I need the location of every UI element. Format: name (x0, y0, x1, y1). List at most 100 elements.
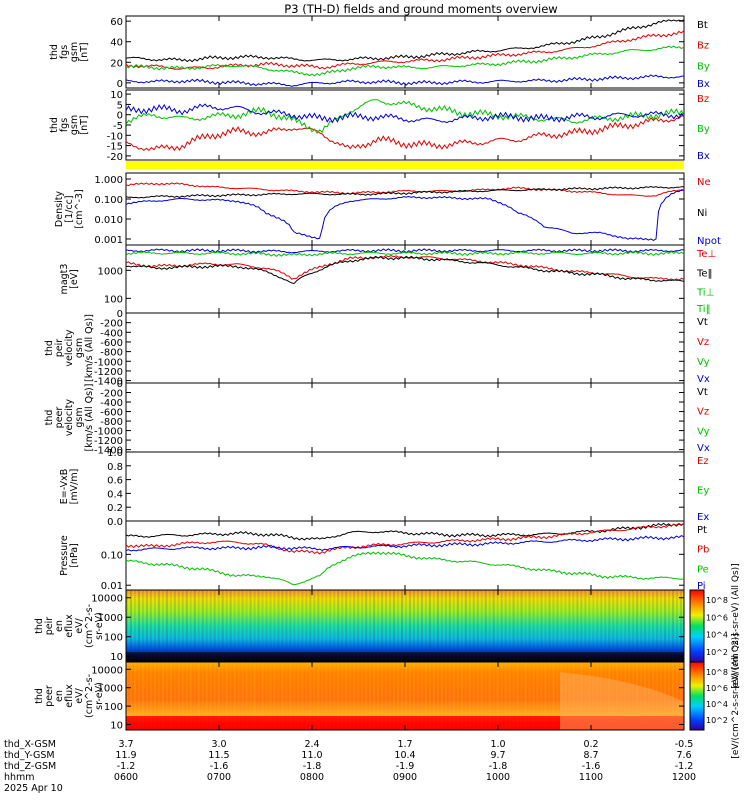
spectrogram-texture (297, 662, 300, 730)
legend-entry: Ez (697, 456, 709, 467)
spectrogram-texture (416, 590, 419, 662)
legend-entry: By (697, 61, 710, 72)
colorbar-tick-label: 10^2 (706, 716, 728, 725)
ephemeris-value: 1.0 (490, 739, 506, 750)
y-tick-label: 0 (117, 79, 123, 90)
spectrogram-texture (652, 590, 655, 662)
y-tick-label: 0.010 (94, 215, 123, 226)
spectrogram-texture (329, 662, 332, 730)
legend-entry: Vt (697, 387, 708, 398)
y-axis-label: peer (44, 685, 55, 707)
spectrogram-texture (464, 662, 467, 730)
spectrogram-texture (664, 590, 667, 662)
ephemeris-footer: thd_X-GSM thd_Y-GSM thd_Z-GSM hhmm 2025 Apr … (4, 739, 704, 799)
spectrogram-texture (668, 590, 671, 662)
y-tick-label: 0 (117, 111, 123, 122)
spectrogram-texture (241, 662, 244, 730)
ephemeris-value: 0900 (392, 772, 418, 783)
spectrogram-texture (428, 590, 431, 662)
spectrogram-texture (261, 662, 264, 730)
panel-frame (125, 451, 685, 522)
ephemeris-value: 3.0 (211, 739, 227, 750)
legend-entry: Vt (697, 317, 708, 328)
spectrogram-texture (257, 662, 260, 730)
spectrogram-texture (412, 662, 415, 730)
y-tick-label: 0.8 (107, 462, 123, 473)
legend-entry: Bt (697, 20, 708, 31)
spectrogram-texture (277, 590, 280, 662)
spectrogram-texture (317, 590, 320, 662)
spectrogram-texture (141, 662, 144, 730)
colorbar-label: [eV/(cm^2-s-sr-eV) (All Qs)] (731, 633, 741, 758)
spectrogram-texture (548, 662, 551, 730)
spectrogram-texture (405, 590, 407, 662)
spectrogram-texture (672, 662, 675, 730)
y-axis-label: velocity (64, 329, 75, 367)
panel-3: 1.000 0.100 0.010 0.001 Density [1/cc] [cm^-3]… (54, 172, 721, 247)
spectrogram-texture (241, 590, 244, 662)
y-axis-label: peer (54, 407, 65, 429)
y-tick-label: -5 (113, 121, 123, 132)
spectrogram-texture (321, 662, 324, 730)
ephemeris-value: 11.5 (208, 750, 230, 761)
spectrogram-texture (389, 662, 392, 730)
ephemeris-value: -1.2 (116, 761, 136, 772)
ephemeris-value: 9.7 (490, 750, 506, 761)
ephemeris-value: 0800 (299, 772, 325, 783)
spectrogram-texture (448, 662, 451, 730)
spectrogram-texture (385, 662, 388, 730)
y-tick-label: 0.10 (101, 550, 123, 561)
spectrogram-texture (676, 590, 679, 662)
series-line-By (125, 99, 685, 134)
y-axis-label: en (54, 690, 65, 702)
spectrogram-texture (157, 590, 160, 662)
series-line-Bx (125, 74, 684, 87)
series-line-Pe (125, 551, 685, 586)
spectrogram-texture (126, 662, 128, 730)
spectrogram-texture (281, 590, 284, 662)
y-axis-label: fgs (59, 45, 70, 59)
ephemeris-value: -1.9 (395, 761, 415, 772)
spectrogram-texture (488, 590, 491, 662)
spectrogram-texture (229, 590, 232, 662)
spectrogram-texture (552, 662, 555, 730)
panel-7: 1.0 0.8 0.6 0.4 0.2 0.0 E=-VxB [mV/m] Ez Ey Ex (59, 448, 709, 528)
series-line-Pi (125, 535, 685, 552)
y-tick-label: 100 (104, 633, 123, 644)
spectrogram-texture (632, 590, 635, 662)
panel-frame (125, 382, 685, 453)
y-tick-label: 1.000 (94, 175, 123, 186)
y-axis-label: thd (34, 688, 45, 704)
series-line-Ti⊥ (125, 250, 685, 258)
spectrogram-texture (325, 662, 328, 730)
ephemeris-value: 10.4 (394, 750, 416, 761)
ephemeris-value: 1200 (671, 772, 697, 783)
series-line-Te⊥ (125, 248, 684, 254)
spectrogram-texture (377, 662, 380, 730)
spectrogram-texture (317, 662, 320, 730)
spectrogram-texture (496, 662, 499, 730)
ephemeris-value: 8.7 (583, 750, 599, 761)
spectrogram-texture (676, 662, 679, 730)
spectrogram-texture (660, 590, 663, 662)
spectrogram-texture (484, 590, 487, 662)
spectrogram-texture (273, 662, 276, 730)
legend-entry: Bz (697, 94, 709, 105)
spectrogram-texture (536, 590, 539, 662)
spectrogram-texture (560, 590, 563, 662)
legend-entry: Vz (697, 407, 709, 418)
panel-1: 60 40 20 0 thd fgs gsm [nT] Bt Bz By Bx (49, 15, 710, 90)
spectrogram-texture (345, 662, 348, 730)
y-axis-label: peir (54, 339, 65, 358)
spectrogram-texture (588, 590, 591, 662)
y-axis-label: fgs (59, 118, 70, 132)
legend-entry: Bz (697, 41, 709, 52)
spectrogram-texture (281, 662, 284, 730)
spectrogram-texture (420, 662, 423, 730)
spectrogram-texture (516, 662, 519, 730)
ephemeris-value: -1.8 (302, 761, 322, 772)
spectrogram-texture (253, 662, 256, 730)
spectrogram-texture (161, 590, 164, 662)
spectrogram-texture (205, 662, 208, 730)
spectrogram-texture (540, 662, 543, 730)
